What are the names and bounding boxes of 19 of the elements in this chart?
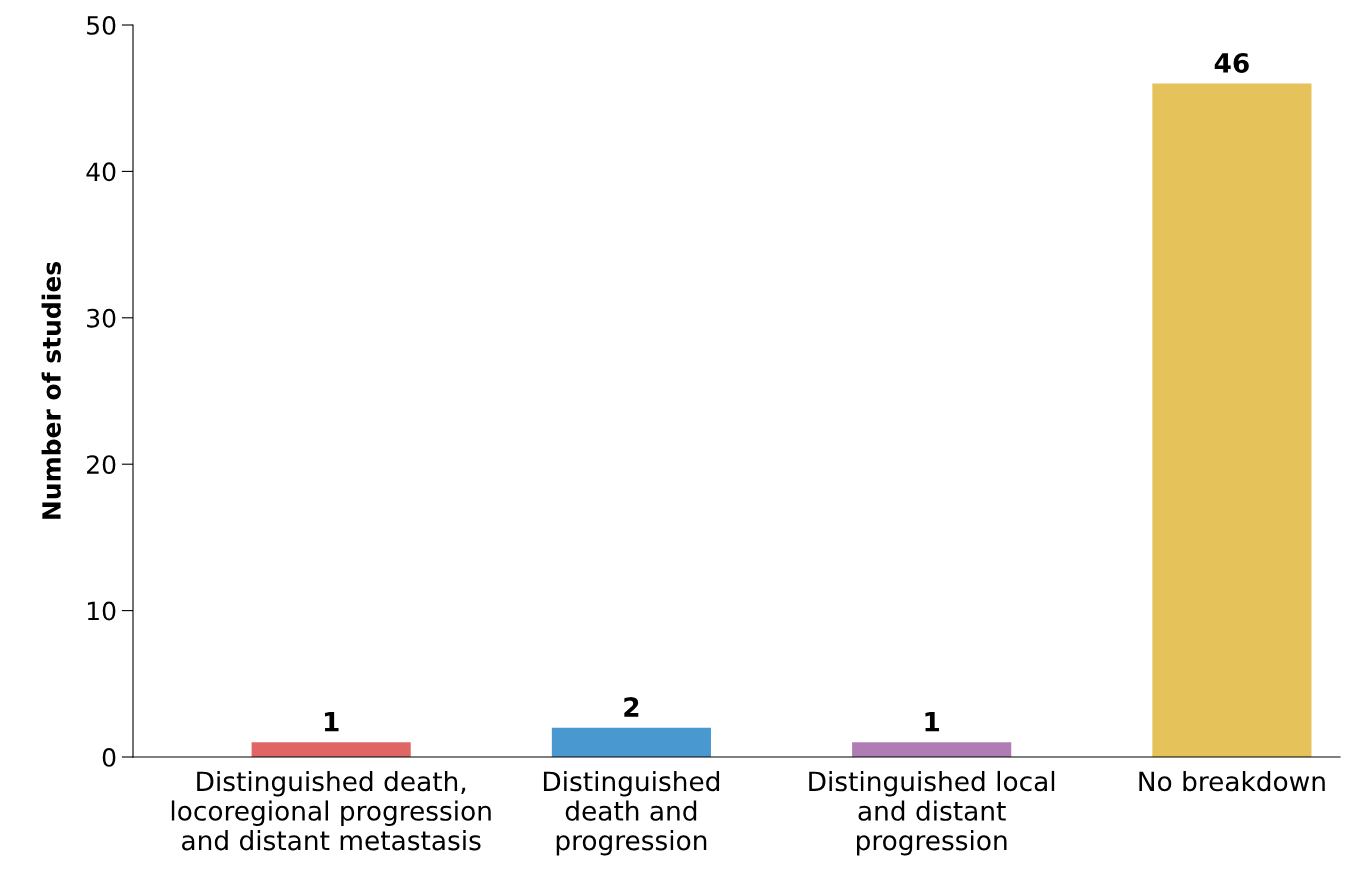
- bar: [551, 727, 711, 757]
- data-label: 1: [324, 712, 339, 732]
- data-label: 2: [624, 697, 639, 717]
- x-tick-label: Distinguished death, locoregional progression and distant metastasis: [171, 770, 491, 851]
- y-tick-label: 20: [87, 455, 116, 475]
- x-tick-label: No breakdown: [1139, 770, 1325, 792]
- y-tick-label: 40: [86, 162, 116, 182]
- x-tick-label: Distinguished local and distant progression: [809, 770, 1055, 856]
- y-tick-label: 50: [87, 15, 116, 35]
- bar: [251, 742, 411, 757]
- y-tick-label: 10: [87, 601, 116, 621]
- bar: [852, 742, 1012, 757]
- y-tick-label: 30: [87, 308, 116, 328]
- y-axis-title: Number of studies: [41, 262, 61, 519]
- x-tick-label: Distinguished death and progression: [543, 770, 720, 856]
- data-label: 46: [1214, 52, 1249, 73]
- bar: [1152, 83, 1312, 757]
- data-label: 1: [925, 712, 940, 732]
- y-tick-label: 0: [102, 747, 116, 767]
